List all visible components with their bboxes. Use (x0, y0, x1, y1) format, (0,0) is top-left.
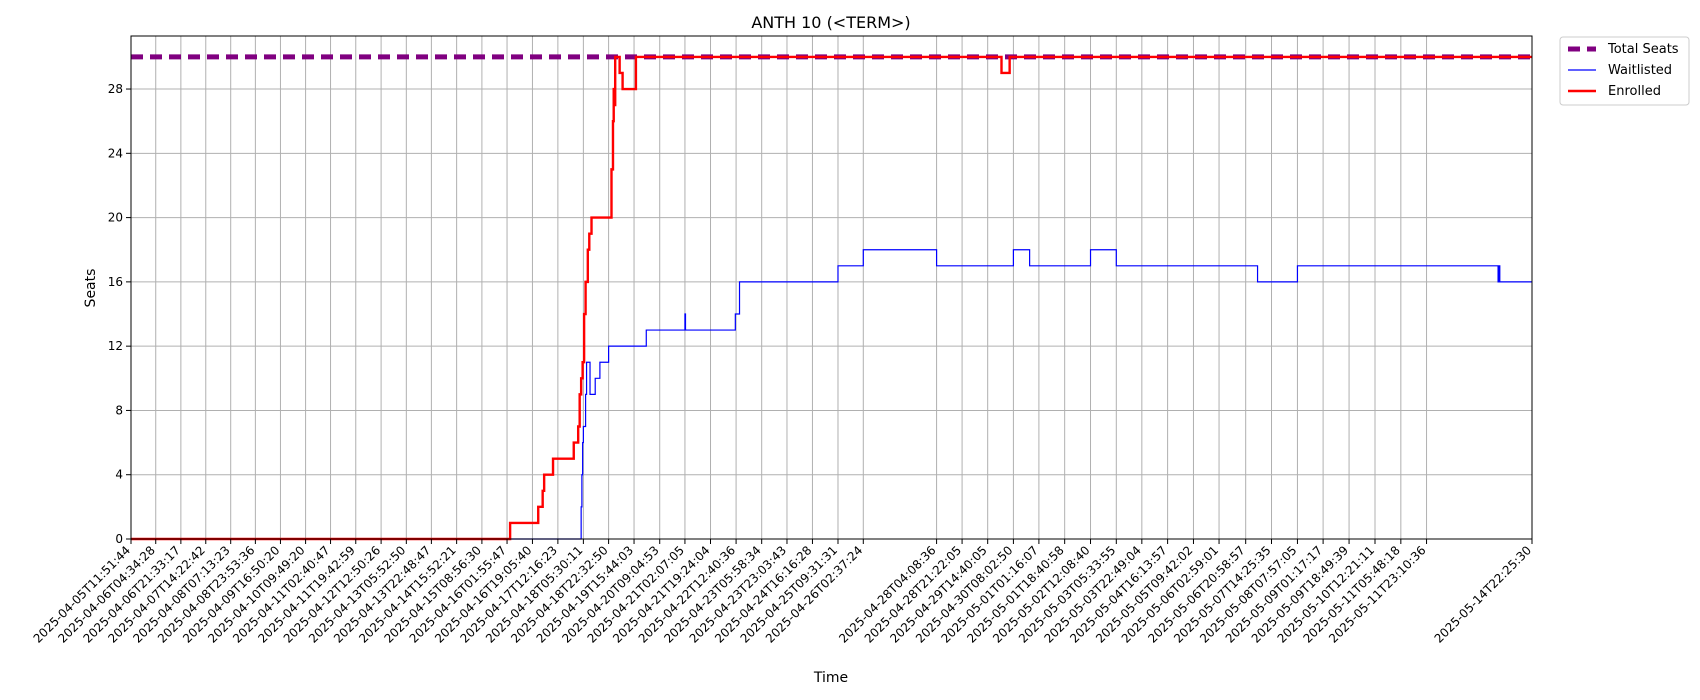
plot-frame (130, 35, 1533, 540)
y-tick-label: 24 (108, 146, 123, 160)
y-tick-label: 20 (108, 211, 123, 225)
x-axis-label: Time (813, 670, 848, 686)
y-tick-label: 4 (115, 468, 123, 482)
series-lines (131, 54, 1532, 541)
legend-label: Enrolled (1608, 84, 1661, 99)
y-axis-label: Seats (83, 269, 99, 308)
series-line-enrolled (131, 55, 1532, 541)
chart-title: ANTH 10 (<TERM>) (751, 13, 910, 32)
axis-ticks: 04812162024282025-04-05T11:51:442025-04-… (31, 82, 1535, 646)
legend-box (1559, 36, 1690, 106)
series-line-waitlisted (131, 249, 1532, 540)
y-tick-label: 16 (108, 275, 123, 289)
legend-label: Waitlisted (1608, 63, 1672, 78)
y-tick-label: 8 (115, 403, 123, 417)
y-tick-label: 12 (108, 339, 123, 353)
y-tick-label: 28 (108, 82, 123, 96)
legend: Total Seats Waitlisted Enrolled (1559, 36, 1690, 106)
y-tick-label: 0 (115, 532, 123, 546)
legend-label: Total Seats (1607, 42, 1679, 57)
